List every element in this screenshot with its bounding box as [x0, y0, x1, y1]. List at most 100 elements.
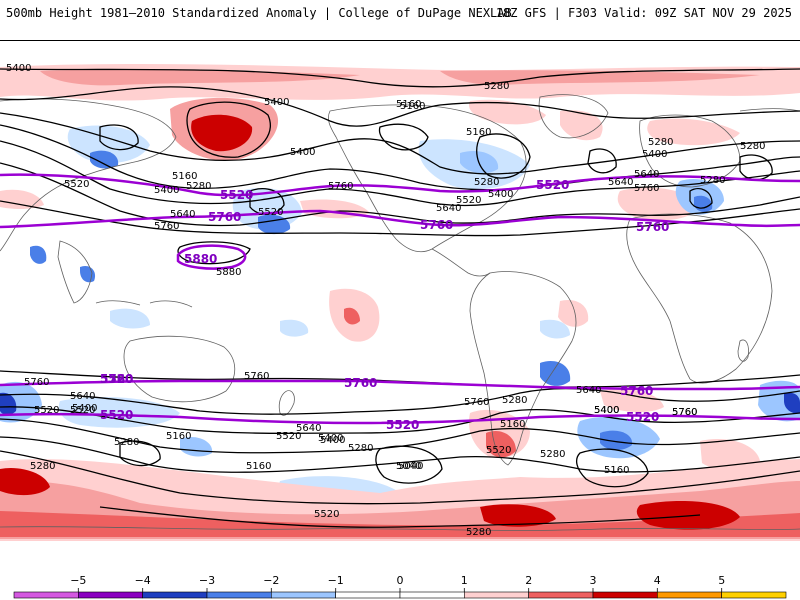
contour-label: 5640 [634, 169, 659, 180]
contour-label: 5160 [166, 431, 191, 442]
positive-anomaly-area [600, 388, 664, 413]
negative-anomaly-area [600, 430, 633, 451]
contour-label: 5760 [154, 221, 179, 232]
contour-5520-north [0, 173, 800, 197]
colorbar-segment [463, 591, 529, 599]
contour-label: 5280 [648, 137, 673, 148]
central-america-coast [431, 248, 491, 277]
colorbar-segment [78, 591, 143, 599]
contour-label: 5400 [594, 405, 619, 416]
contour-5760-south [0, 379, 800, 391]
height-contour [0, 406, 800, 434]
colorbar-segment [142, 591, 208, 599]
height-contours [0, 68, 800, 528]
contour-label: 5760 [672, 407, 697, 418]
negative-anomaly-area [280, 319, 309, 337]
positive-anomaly-area [647, 118, 740, 146]
contour-label: 5520 [456, 195, 481, 206]
contour-label: 5280 [502, 395, 527, 406]
contour-label: 5160 [500, 419, 525, 430]
contour-label: 5400 [320, 435, 345, 446]
negative-anomaly-area [758, 380, 800, 422]
contour-label: 5280 [186, 181, 211, 192]
contour-label: 5400 [488, 189, 513, 200]
contour-label: 5760 [634, 183, 659, 194]
contour-5520-south [0, 412, 800, 425]
height-contour [186, 101, 271, 158]
colorbar-segment [335, 591, 401, 599]
height-contour [0, 112, 800, 175]
contour-label: 5400 [594, 405, 619, 416]
colorbar-segment [592, 591, 658, 599]
height-contour [0, 418, 800, 454]
height-contour [0, 436, 800, 473]
height-contour [0, 450, 800, 505]
contour-label: 5160 [400, 101, 425, 112]
highlight-label: 5520 [536, 178, 569, 192]
negative-anomaly-area [90, 150, 119, 169]
colorbar: −5 −4 −3 −2 −1 0 1 2 3 4 5 [0, 566, 800, 600]
contour-label: 5640 [436, 203, 461, 214]
map-title: 500mb Height 1981–2010 Standardized Anom… [6, 6, 512, 20]
highlight-label: 5760 [620, 384, 653, 398]
height-contour [0, 140, 800, 207]
map-panel[interactable]: 5400 5400 5280 5160 5160 5280 5400 5520 … [0, 40, 800, 559]
contour-label: 5280 [484, 81, 509, 92]
contour-label: 5400 [290, 147, 315, 158]
highlight-label: 5520 [220, 188, 253, 202]
highlight-label: 5520 [100, 372, 133, 386]
height-contour [119, 440, 161, 467]
positive-anomaly-area [486, 431, 516, 458]
asia-coast [0, 98, 177, 252]
colorbar-segment [721, 591, 787, 599]
height-contour [99, 506, 701, 528]
height-contour [99, 124, 139, 151]
height-contour [476, 133, 531, 179]
model-run-info: 18Z GFS | F303 Valid: 09Z SAT NOV 29 202… [495, 6, 792, 20]
contour-label: 5520 [34, 405, 59, 416]
contour-label: 5160 [246, 461, 271, 472]
negative-anomaly-area [58, 397, 180, 428]
highlight-label: 5760 [344, 376, 377, 390]
highlight-label: 5760 [636, 220, 669, 234]
contour-label: 5160 [604, 465, 629, 476]
contour-label: 5160 [466, 127, 491, 138]
contour-label: 5280 [348, 443, 373, 454]
contour-label: 5280 [114, 437, 139, 448]
height-contour [575, 448, 649, 488]
antarctica-coast [0, 526, 800, 531]
contour-label: 5280 [466, 527, 491, 538]
height-contour [249, 188, 285, 215]
positive-anomaly-area [468, 99, 546, 125]
positive-anomaly-area [0, 511, 800, 537]
highlight-label: 5760 [420, 218, 453, 232]
contour-labels: 5400 5400 5280 5160 5160 5280 5400 5520 … [6, 63, 765, 538]
height-contour [0, 124, 800, 191]
contour-label: 5280 [540, 449, 565, 460]
colorbar-segment [206, 591, 272, 599]
negative-anomaly-area [30, 245, 47, 264]
height-contour [0, 68, 800, 88]
contour-label: 5400 [318, 433, 343, 444]
height-contour [378, 123, 429, 151]
contour-label: 5880 [216, 267, 241, 278]
contour-label: 5520 [276, 431, 301, 442]
contour-label: 5160 [396, 99, 421, 110]
contour-label: 5760 [24, 377, 49, 388]
colorbar-tick-label: −2 [263, 574, 279, 587]
positive-anomaly-area [0, 189, 44, 209]
africa-coast [626, 213, 773, 384]
colorbar-segment [656, 591, 722, 599]
colorbar-tick-label: 1 [461, 574, 468, 587]
negative-anomaly-area [0, 392, 17, 415]
positive-anomaly-area [440, 70, 760, 85]
contour-label: 5640 [608, 177, 633, 188]
anomaly-map: 5400 5400 5280 5160 5160 5280 5400 5520 … [0, 41, 800, 559]
contour-label: 5040 [396, 461, 421, 472]
contour-label: 5160 [172, 171, 197, 182]
colorbar-segment [270, 591, 336, 599]
positive-anomaly-area [558, 299, 589, 327]
anomaly-shading [0, 63, 800, 541]
positive-anomaly-area [560, 110, 603, 141]
contour-label: 5280 [30, 461, 55, 472]
